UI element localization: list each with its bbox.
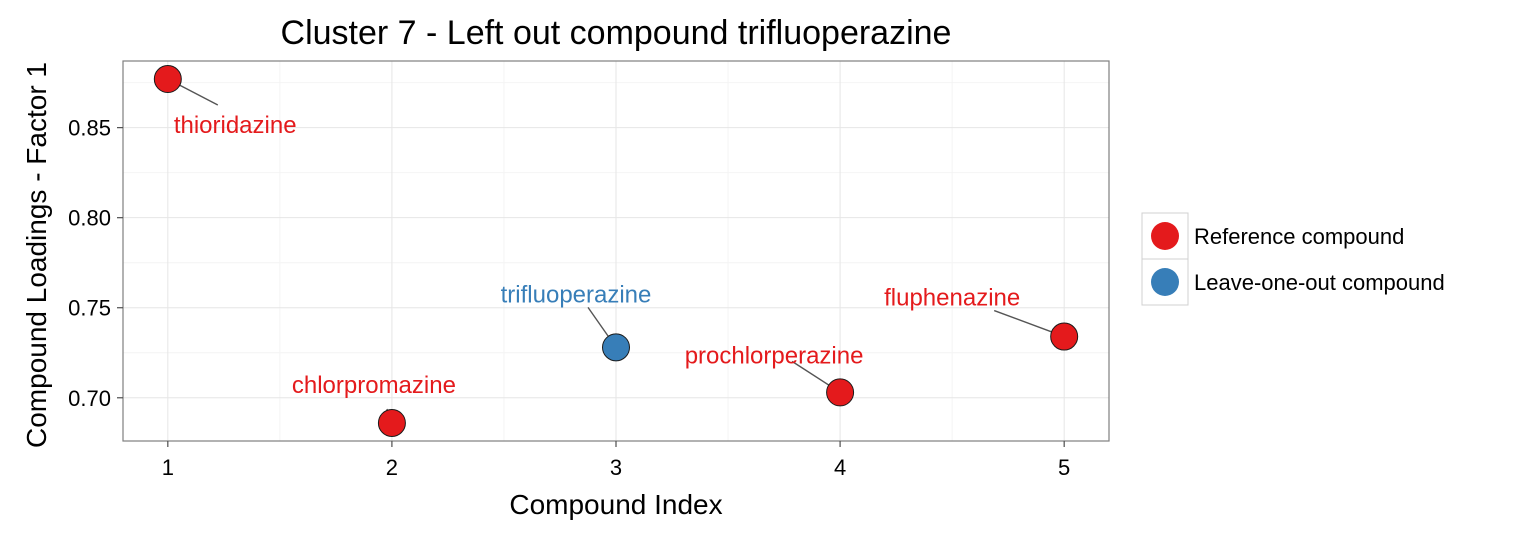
data-point: [826, 378, 855, 407]
point-label: chlorpromazine: [292, 372, 456, 399]
point-label: fluphenazine: [884, 285, 1020, 312]
x-tick-label: 3: [610, 455, 622, 480]
legend-swatch: [1151, 268, 1179, 296]
y-tick-label: 0.70: [68, 386, 111, 411]
x-tick-label: 2: [386, 455, 398, 480]
chart-title: Cluster 7 - Left out compound trifluoper…: [281, 14, 952, 52]
data-point: [153, 65, 182, 94]
x-tick-label: 5: [1058, 455, 1070, 480]
legend-label: Reference compound: [1194, 224, 1404, 249]
x-axis-title: Compound Index: [509, 489, 722, 520]
marks-layer: thioridazine chlorpromazine trifluoperazin…: [153, 65, 1079, 437]
legend: Reference compound Leave-one-out compound: [1141, 212, 1445, 306]
x-tick-label: 1: [162, 455, 174, 480]
y-tick-label: 0.75: [68, 296, 111, 321]
axes-layer: 1 2 3 4 5 0.70 0.75 0.80 0.85: [68, 116, 1070, 480]
legend-label: Leave-one-out compound: [1194, 270, 1445, 295]
legend-swatch: [1151, 222, 1179, 250]
data-point: [377, 408, 406, 437]
data-point: [1050, 322, 1079, 351]
y-axis-title: Compound Loadings - Factor 1: [21, 62, 52, 448]
point-label: trifluoperazine: [501, 281, 652, 308]
grid-layer: [123, 61, 1109, 441]
x-tick-label: 4: [834, 455, 846, 480]
point-label: prochlorperazine: [685, 342, 864, 369]
point-label: thioridazine: [174, 112, 297, 139]
y-tick-label: 0.80: [68, 206, 111, 231]
data-point: [602, 333, 630, 362]
y-tick-label: 0.85: [68, 116, 111, 141]
